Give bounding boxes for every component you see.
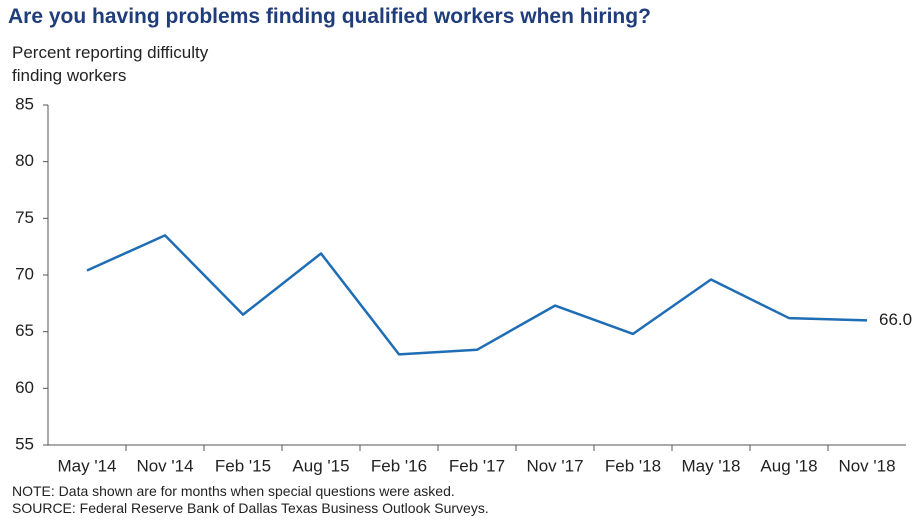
- y-tick-label: 85: [15, 94, 34, 113]
- x-tick-label: Nov '18: [838, 456, 895, 475]
- y-tick-label: 60: [15, 378, 34, 397]
- x-tick-label: May '14: [58, 456, 117, 475]
- x-tick-label: May '18: [682, 456, 741, 475]
- x-tick-label: Feb '18: [605, 456, 661, 475]
- x-tick-label: Aug '18: [760, 456, 817, 475]
- y-tick-label: 75: [15, 208, 34, 227]
- data-line: [86, 234, 868, 356]
- x-tick-label: Feb '17: [449, 456, 505, 475]
- note: SOURCE: Federal Reserve Bank of Dallas T…: [12, 500, 489, 516]
- notes: NOTE: Data shown are for months when spe…: [12, 483, 489, 517]
- y-axis-label: Percent reporting difficulty finding wor…: [12, 43, 209, 85]
- y-tick-label: 70: [15, 264, 34, 283]
- x-tick-label: Aug '15: [292, 456, 349, 475]
- note: NOTE: Data shown are for months when spe…: [12, 483, 455, 499]
- y-tick-label: 55: [15, 434, 34, 453]
- x-tick-label: Feb '15: [215, 456, 271, 475]
- chart-title: Are you having problems finding qualifie…: [8, 5, 651, 28]
- y-tick-label: 65: [15, 321, 34, 340]
- x-tick-label: Nov '14: [136, 456, 193, 475]
- x-tick-label: Feb '16: [371, 456, 427, 475]
- data-label: 66.0: [879, 310, 912, 329]
- x-tick-label: Nov '17: [526, 456, 583, 475]
- y-tick-label: 80: [15, 151, 34, 170]
